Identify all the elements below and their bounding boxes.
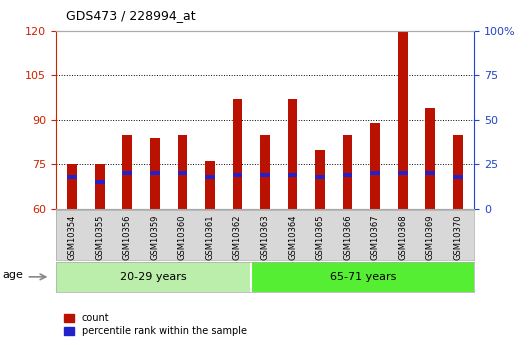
Bar [453,175,463,178]
Bar [150,138,160,209]
Text: 65-71 years: 65-71 years [330,272,396,282]
Text: GSM10356: GSM10356 [123,215,132,260]
Bar [370,171,380,175]
Bar [315,175,325,178]
Text: GSM10369: GSM10369 [426,215,435,260]
Bar [370,123,380,209]
Text: GSM10368: GSM10368 [398,215,407,260]
Text: age: age [3,270,23,280]
Text: GSM10359: GSM10359 [151,215,160,260]
Text: GSM10366: GSM10366 [343,215,352,260]
Bar [95,180,104,184]
Bar [426,171,435,175]
Bar [122,171,132,175]
FancyBboxPatch shape [56,262,251,292]
FancyBboxPatch shape [251,262,474,292]
Bar [398,171,408,175]
Bar [288,173,297,177]
Text: GSM10363: GSM10363 [261,215,269,260]
Bar [178,171,187,175]
Bar [67,175,77,178]
Bar [95,164,104,209]
Bar [205,175,215,178]
Text: GSM10365: GSM10365 [315,215,324,260]
Bar [233,173,242,177]
Bar [398,31,408,209]
Legend: count, percentile rank within the sample: count, percentile rank within the sample [60,309,251,340]
Bar [178,135,187,209]
Text: GSM10361: GSM10361 [206,215,215,260]
Bar [150,171,160,175]
Text: GSM10370: GSM10370 [453,215,462,260]
Bar [288,99,297,209]
Text: GSM10355: GSM10355 [95,215,104,260]
Bar [453,135,463,209]
Text: GDS473 / 228994_at: GDS473 / 228994_at [66,9,196,22]
Bar [233,99,242,209]
Text: GSM10354: GSM10354 [68,215,77,260]
Bar [343,173,352,177]
Bar [426,108,435,209]
Bar [343,135,352,209]
Bar [260,135,270,209]
Bar [205,161,215,209]
Bar [260,173,270,177]
Bar [122,135,132,209]
Text: 20-29 years: 20-29 years [120,272,187,282]
Text: GSM10367: GSM10367 [370,215,379,260]
Bar [67,164,77,209]
Text: GSM10362: GSM10362 [233,215,242,260]
Text: GSM10364: GSM10364 [288,215,297,260]
Text: GSM10360: GSM10360 [178,215,187,260]
Bar [315,149,325,209]
